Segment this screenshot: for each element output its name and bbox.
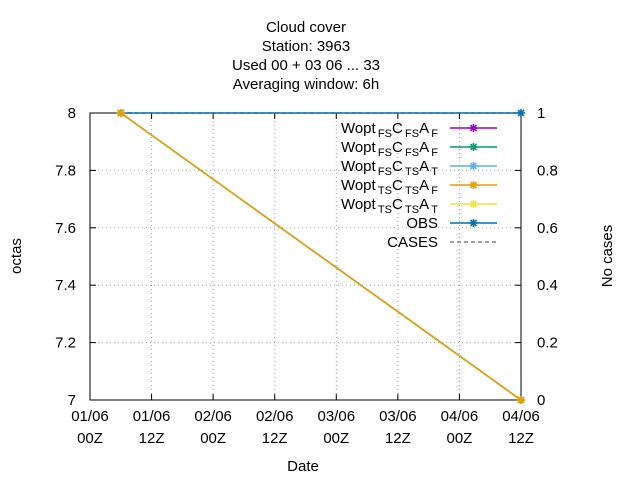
y2-axis-label: No cases xyxy=(599,225,616,288)
x-tick-label-date: 01/06 xyxy=(133,408,171,425)
x-tick-label-date: 02/06 xyxy=(256,408,294,425)
x-tick-label-hour: 00Z xyxy=(77,430,103,447)
legend-label-part: T xyxy=(429,204,438,216)
y2-tick-label: 0.2 xyxy=(537,335,558,352)
x-tick-label-hour: 00Z xyxy=(323,430,349,447)
legend-label-part: FS xyxy=(403,128,419,140)
x-tick-label-hour: 12Z xyxy=(262,430,288,447)
y2-tick-label: 1 xyxy=(537,105,545,122)
legend-label-part: FS xyxy=(376,128,392,140)
legend-label-s4: Wopt TSC TSA F xyxy=(341,177,438,197)
legend-label-part: C xyxy=(392,158,403,175)
y-tick-label: 7.2 xyxy=(55,335,76,352)
legend-label-part: FS xyxy=(376,166,392,178)
series-line-s4 xyxy=(120,112,522,401)
legend-label-part: TS xyxy=(403,204,419,216)
legend-label-obs: OBS xyxy=(406,215,438,232)
y-axis-label: octas xyxy=(8,238,25,274)
legend-label-part: F xyxy=(429,128,438,140)
legend-marker-s1 xyxy=(469,124,478,132)
legend-label-part: C xyxy=(392,120,403,137)
chart-title-line: Averaging window: 6h xyxy=(233,76,379,93)
legend-label-part: TS xyxy=(403,185,419,197)
x-tick-label-hour: 12Z xyxy=(508,430,534,447)
x-tick-label-hour: 12Z xyxy=(139,430,165,447)
y2-tick-label: 0.4 xyxy=(537,277,558,294)
x-tick-label-date: 02/06 xyxy=(194,408,232,425)
y2-tick-label: 0.8 xyxy=(537,162,558,179)
x-tick-label-date: 01/06 xyxy=(71,408,109,425)
x-tick-label-date: 04/06 xyxy=(441,408,479,425)
legend-marker-s5 xyxy=(469,200,478,208)
legend-label-part: TS xyxy=(403,166,419,178)
legend-label-s5: Wopt TSC TSA T xyxy=(341,196,438,216)
legend-label-part: TS xyxy=(376,185,392,197)
legend-label-s1: Wopt FSC FSA F xyxy=(341,120,438,140)
data-point-s4 xyxy=(116,109,125,117)
legend-label-part: C xyxy=(392,196,403,213)
legend-label-part: Wopt xyxy=(341,196,377,213)
legend-label-part: A xyxy=(419,158,429,175)
legend-label-s2: Wopt FSC FSA F xyxy=(341,139,438,159)
legend-label-s3: Wopt FSC TSA T xyxy=(341,158,438,178)
y-tick-label: 8 xyxy=(68,105,76,122)
y-tick-label: 7.8 xyxy=(55,162,76,179)
legend-label-part: Wopt xyxy=(341,139,377,156)
chart-title-line: Station: 3963 xyxy=(262,38,350,55)
y2-tick-label: 0.6 xyxy=(537,220,558,237)
legend-label-part: Wopt xyxy=(341,177,377,194)
y-tick-label: 7.4 xyxy=(55,277,76,294)
x-tick-label-date: 03/06 xyxy=(318,408,356,425)
legend-marker-s2 xyxy=(469,143,478,151)
legend-label-part: F xyxy=(429,185,438,197)
x-tick-label-hour: 12Z xyxy=(385,430,411,447)
data-point-s4 xyxy=(517,396,525,404)
legend-marker-s4 xyxy=(469,181,478,189)
legend-label-part: C xyxy=(392,177,403,194)
plot-frame xyxy=(89,112,522,401)
legend-label-part: A xyxy=(419,177,429,194)
legend-label-part: F xyxy=(429,147,438,159)
legend-label-part: A xyxy=(419,120,429,137)
data-point-obs xyxy=(517,109,525,117)
legend-label-part: C xyxy=(392,139,403,156)
legend-label-part: A xyxy=(419,196,429,213)
y2-tick-label: 0 xyxy=(537,392,545,409)
legend-marker-obs xyxy=(469,219,478,227)
chart-title-line: Used 00 + 03 06 ... 33 xyxy=(232,57,380,74)
x-tick-label-date: 04/06 xyxy=(502,408,540,425)
y-tick-label: 7 xyxy=(68,392,76,409)
legend-label-cases: CASES xyxy=(387,234,438,251)
legend-label-part: FS xyxy=(376,147,392,159)
x-tick-label-hour: 00Z xyxy=(446,430,472,447)
legend-label-part: T xyxy=(429,166,438,178)
legend-label-part: FS xyxy=(403,147,419,159)
legend-label-part: Wopt xyxy=(341,120,377,137)
legend-label-part: Wopt xyxy=(341,158,377,175)
legend-marker-s3 xyxy=(469,162,478,170)
x-tick-label-hour: 00Z xyxy=(200,430,226,447)
y-tick-label: 7.6 xyxy=(55,220,76,237)
x-axis-label: Date xyxy=(287,458,319,475)
legend-label-part: A xyxy=(419,139,429,156)
x-tick-label-date: 03/06 xyxy=(379,408,417,425)
chart-title-line: Cloud cover xyxy=(266,19,346,36)
legend-label-part: TS xyxy=(376,204,392,216)
